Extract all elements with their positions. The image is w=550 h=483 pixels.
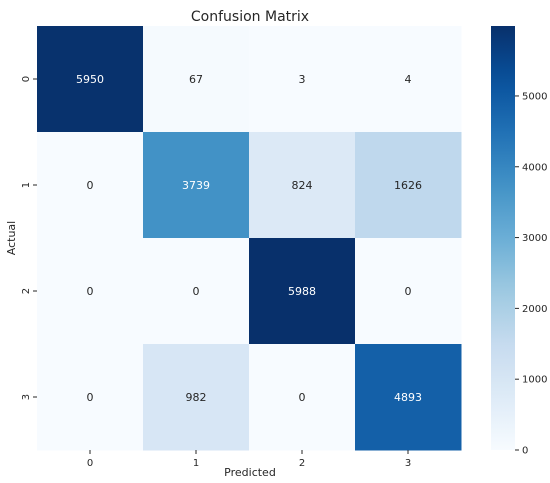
cell-value: 67 xyxy=(189,73,203,86)
x-tick-label: 2 xyxy=(299,458,305,469)
colorbar-tick-label: 1000 xyxy=(522,375,547,386)
cell-value: 0 xyxy=(87,179,94,192)
y-tick-label: 1 xyxy=(21,182,32,188)
heatmap-cell xyxy=(355,26,462,133)
cell-value: 5988 xyxy=(288,285,316,298)
cell-value: 1626 xyxy=(394,179,422,192)
colorbar-tick-label: 5000 xyxy=(522,91,547,102)
heatmap-cell xyxy=(143,132,250,239)
heatmap-cell xyxy=(249,344,356,451)
heatmap-cells xyxy=(37,26,462,451)
heatmap-cell xyxy=(355,238,462,345)
colorbar-tick-label: 3000 xyxy=(522,233,547,244)
cell-annotations: 5950 67 3 4 0 3739 824 1626 0 0 5988 0 0 982 0 4893 xyxy=(76,73,422,404)
x-axis-label: Predicted xyxy=(224,466,276,479)
heatmap-cell xyxy=(249,238,356,345)
cell-value: 824 xyxy=(292,179,313,192)
cell-value: 5950 xyxy=(76,73,104,86)
heatmap-cell xyxy=(249,26,356,133)
cell-value: 0 xyxy=(87,391,94,404)
chart-title: Confusion Matrix xyxy=(191,9,309,25)
x-tick-label: 0 xyxy=(87,458,93,469)
heatmap-cell xyxy=(355,344,462,451)
heatmap-cell xyxy=(249,132,356,239)
colorbar-tick-label: 4000 xyxy=(522,162,547,173)
cell-value: 3 xyxy=(299,73,306,86)
cell-value: 0 xyxy=(405,285,412,298)
y-tick-label: 0 xyxy=(21,76,32,82)
heatmap-cell xyxy=(37,344,144,451)
y-axis-label: Actual xyxy=(5,221,18,255)
heatmap-cell xyxy=(143,344,250,451)
colorbar-ticks: 0 1000 2000 3000 4000 5000 xyxy=(515,91,547,457)
colorbar-tick-label: 0 xyxy=(522,446,528,457)
cell-value: 4893 xyxy=(394,391,422,404)
y-axis-ticks: 0 1 2 3 xyxy=(21,76,37,400)
heatmap-cell xyxy=(143,238,250,345)
x-tick-label: 1 xyxy=(193,458,199,469)
cell-value: 982 xyxy=(186,391,207,404)
heatmap-cell xyxy=(37,26,144,133)
cell-value: 3739 xyxy=(182,179,210,192)
y-tick-label: 2 xyxy=(21,288,32,294)
cell-value: 0 xyxy=(193,285,200,298)
y-tick-label: 3 xyxy=(21,394,32,400)
x-axis-ticks: 0 1 2 3 xyxy=(87,450,411,469)
heatmap-cell xyxy=(355,132,462,239)
heatmap-cell xyxy=(143,26,250,133)
cell-value: 4 xyxy=(405,73,412,86)
x-tick-label: 3 xyxy=(405,458,411,469)
cell-value: 0 xyxy=(299,391,306,404)
cell-value: 0 xyxy=(87,285,94,298)
colorbar-tick-label: 2000 xyxy=(522,304,547,315)
heatmap-cell xyxy=(37,238,144,345)
heatmap-cell xyxy=(37,132,144,239)
colorbar xyxy=(491,26,515,450)
